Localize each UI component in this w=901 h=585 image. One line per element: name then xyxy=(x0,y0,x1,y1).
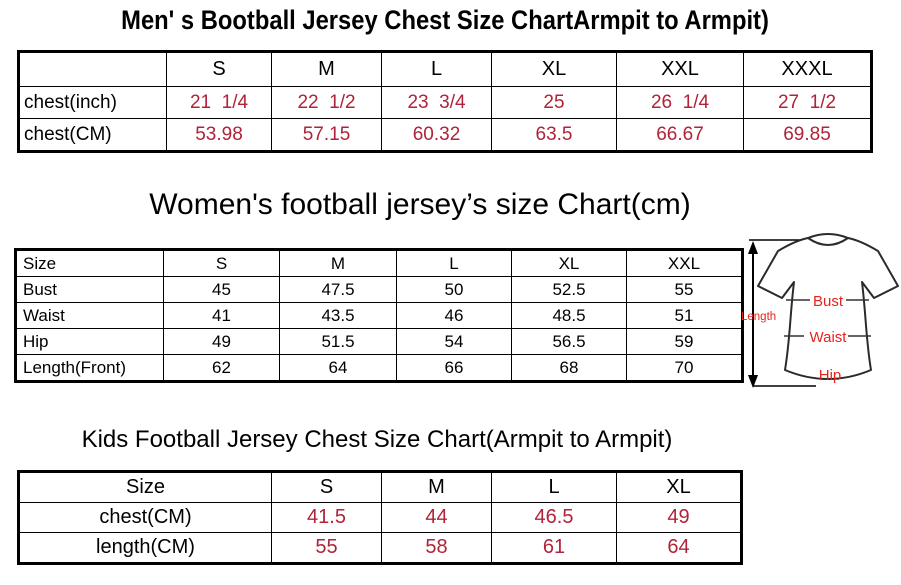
size-value-cell: 64 xyxy=(279,354,397,382)
size-value-cell: 41 xyxy=(163,302,280,329)
womens-chart-title: Women's football jersey’s size Chart(cm) xyxy=(149,188,691,221)
size-column-header: M xyxy=(279,249,397,277)
kids-header-row: Size S M L XL xyxy=(18,471,742,503)
size-value-cell: 63.5 xyxy=(491,118,617,152)
size-value-cell: 62 xyxy=(163,354,280,382)
size-column-header: M xyxy=(271,51,382,87)
size-value-cell: 23 3/4 xyxy=(381,86,492,119)
size-column-header: XL xyxy=(491,51,617,87)
size-value-cell: 66.67 xyxy=(616,118,744,152)
size-value-cell: 59 xyxy=(626,328,743,355)
womens-size-table: Size S M L XL XXL Bust 45 47.5 50 52.5 5… xyxy=(14,248,744,383)
size-value-cell: 44 xyxy=(381,502,492,533)
size-column-header: XXXL xyxy=(743,51,872,87)
waist-label: Waist xyxy=(810,329,848,346)
size-value-cell: 55 xyxy=(271,532,382,564)
size-column-header xyxy=(18,51,167,87)
size-value-cell: 51.5 xyxy=(279,328,397,355)
size-value-cell: 46 xyxy=(396,302,512,329)
size-column-header: Size xyxy=(15,249,164,277)
size-column-header: S xyxy=(166,51,272,87)
size-value-cell: 55 xyxy=(626,276,743,303)
size-value-cell: 60.32 xyxy=(381,118,492,152)
measurement-row-label: Hip xyxy=(15,328,164,355)
size-column-header: Size xyxy=(18,471,272,503)
size-value-cell: 21 1/4 xyxy=(166,86,272,119)
size-value-cell: 58 xyxy=(381,532,492,564)
table-row: chest(CM) 53.98 57.15 60.32 63.5 66.67 6… xyxy=(18,118,872,152)
kids-size-table: Size S M L XL chest(CM) 41.5 44 46.5 49 … xyxy=(17,470,743,565)
tshirt-outline-icon xyxy=(757,237,899,380)
hip-label: Hip xyxy=(819,367,842,384)
size-value-cell: 49 xyxy=(163,328,280,355)
size-value-cell: 41.5 xyxy=(271,502,382,533)
size-value-cell: 49 xyxy=(616,502,742,533)
mens-header-row: S M L XL XXL XXXL xyxy=(18,51,872,87)
size-column-header: XXL xyxy=(626,249,743,277)
measurement-row-label: Waist xyxy=(15,302,164,329)
table-row: Hip 49 51.5 54 56.5 59 xyxy=(15,328,743,355)
size-value-cell: 66 xyxy=(396,354,512,382)
mens-chart-title: Men' s Bootball Jersey Chest Size ChartA… xyxy=(0,5,890,36)
measurement-row-label: Length(Front) xyxy=(15,354,164,382)
size-value-cell: 57.15 xyxy=(271,118,382,152)
size-value-cell: 25 xyxy=(491,86,617,119)
size-column-header: XXL xyxy=(616,51,744,87)
size-value-cell: 45 xyxy=(163,276,280,303)
kids-chart-title: Kids Football Jersey Chest Size Chart(Ar… xyxy=(81,426,673,453)
table-row: Waist 41 43.5 46 48.5 51 xyxy=(15,302,743,329)
size-value-cell: 27 1/2 xyxy=(743,86,872,119)
size-column-header: S xyxy=(163,249,280,277)
table-row: chest(inch) 21 1/4 22 1/2 23 3/4 25 26 1… xyxy=(18,86,872,119)
size-value-cell: 50 xyxy=(396,276,512,303)
size-column-header: L xyxy=(491,471,617,503)
bust-label: Bust xyxy=(813,293,844,310)
size-value-cell: 48.5 xyxy=(511,302,627,329)
size-value-cell: 46.5 xyxy=(491,502,617,533)
table-row: Bust 45 47.5 50 52.5 55 xyxy=(15,276,743,303)
mens-chart-title-text: Men' s Bootball Jersey Chest Size ChartA… xyxy=(121,5,769,35)
size-value-cell: 56.5 xyxy=(511,328,627,355)
size-value-cell: 47.5 xyxy=(279,276,397,303)
length-arrow-head-up xyxy=(748,241,758,254)
size-value-cell: 22 1/2 xyxy=(271,86,382,119)
size-value-cell: 69.85 xyxy=(743,118,872,152)
size-column-header: S xyxy=(271,471,382,503)
length-arrow-head-down xyxy=(748,375,758,388)
size-value-cell: 68 xyxy=(511,354,627,382)
size-column-header: L xyxy=(396,249,512,277)
size-value-cell: 64 xyxy=(616,532,742,564)
table-row: chest(CM) 41.5 44 46.5 49 xyxy=(18,502,742,533)
measurement-row-label: chest(CM) xyxy=(18,502,272,533)
table-row: length(CM) 55 58 61 64 xyxy=(18,532,742,564)
size-column-header: XL xyxy=(511,249,627,277)
size-value-cell: 52.5 xyxy=(511,276,627,303)
size-value-cell: 53.98 xyxy=(166,118,272,152)
size-column-header: M xyxy=(381,471,492,503)
size-value-cell: 54 xyxy=(396,328,512,355)
size-value-cell: 43.5 xyxy=(279,302,397,329)
mens-size-table: S M L XL XXL XXXL chest(inch) 21 1/4 22 … xyxy=(17,50,873,153)
length-label: Length xyxy=(741,311,776,323)
size-column-header: L xyxy=(381,51,492,87)
size-value-cell: 61 xyxy=(491,532,617,564)
tshirt-collar-icon xyxy=(807,233,849,239)
measurement-row-label: chest(inch) xyxy=(18,86,167,119)
size-value-cell: 70 xyxy=(626,354,743,382)
measurement-row-label: Bust xyxy=(15,276,164,303)
measurement-row-label: chest(CM) xyxy=(18,118,167,152)
size-value-cell: 51 xyxy=(626,302,743,329)
tshirt-measurement-diagram: Length Bust Waist Hip xyxy=(741,233,899,388)
size-value-cell: 26 1/4 xyxy=(616,86,744,119)
table-row: Length(Front) 62 64 66 68 70 xyxy=(15,354,743,382)
size-column-header: XL xyxy=(616,471,742,503)
womens-header-row: Size S M L XL XXL xyxy=(15,249,743,277)
measurement-row-label: length(CM) xyxy=(18,532,272,564)
